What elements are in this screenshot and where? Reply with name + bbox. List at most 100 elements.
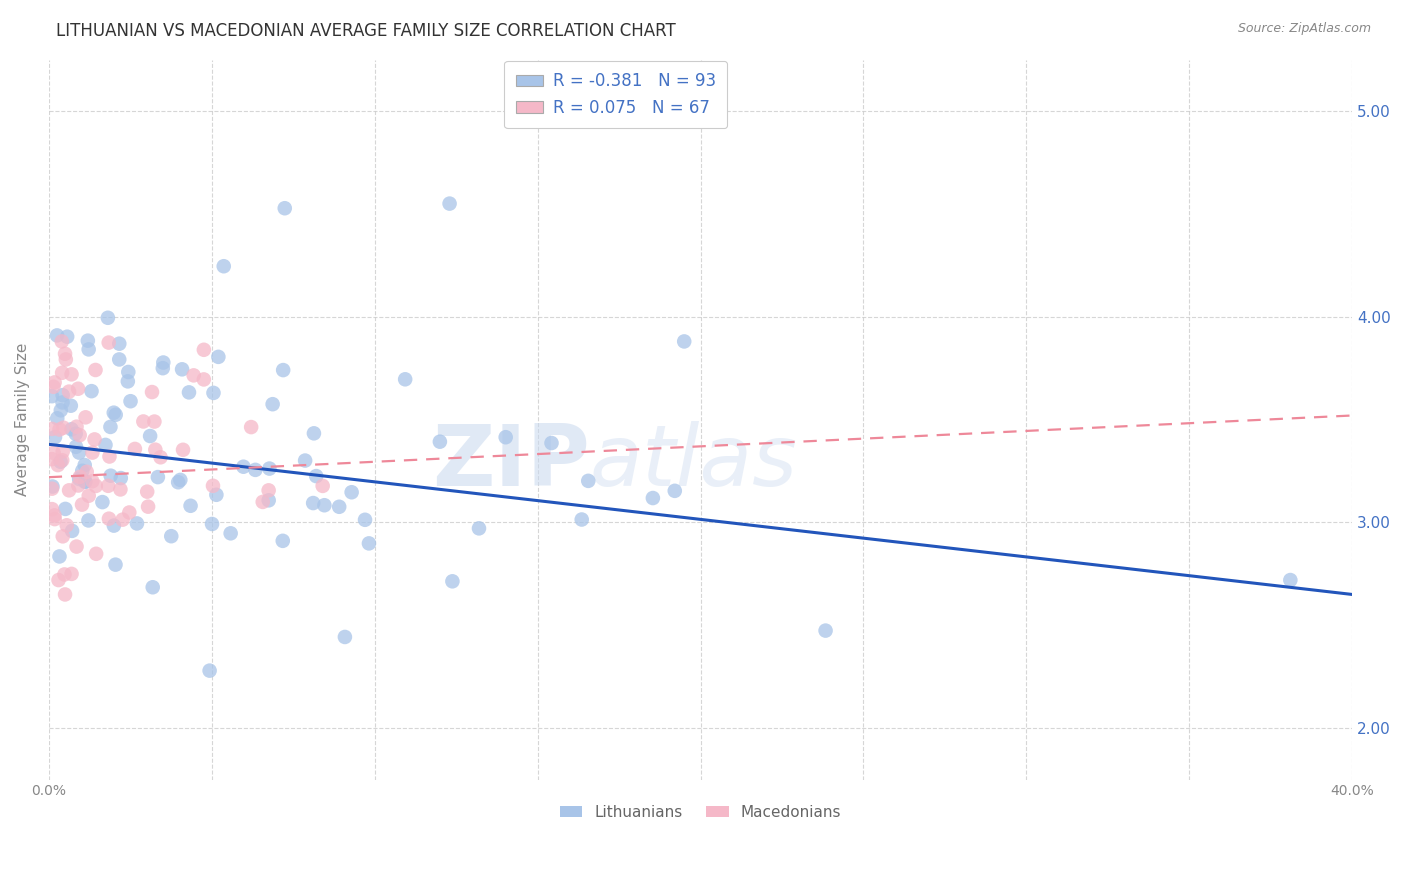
Point — [132, 415, 155, 429]
Point — [53, 347, 76, 361]
Point — [354, 513, 377, 527]
Point — [97, 310, 120, 325]
Point — [75, 410, 97, 425]
Point — [100, 420, 122, 434]
Point — [305, 469, 328, 483]
Point — [55, 518, 77, 533]
Point — [69, 470, 91, 484]
Point — [118, 506, 141, 520]
Point — [136, 484, 159, 499]
Point — [82, 445, 104, 459]
Point — [51, 366, 73, 380]
Point — [97, 479, 120, 493]
Point — [65, 426, 87, 441]
Point — [232, 459, 254, 474]
Point — [75, 475, 97, 489]
Point — [46, 458, 69, 472]
Point — [44, 376, 66, 390]
Point — [312, 479, 335, 493]
Point — [44, 430, 66, 444]
Point — [814, 624, 837, 638]
Point — [259, 461, 281, 475]
Point — [302, 496, 325, 510]
Point — [46, 328, 69, 343]
Point — [97, 511, 120, 525]
Point — [394, 372, 416, 386]
Point — [205, 488, 228, 502]
Point — [69, 428, 91, 442]
Point — [152, 361, 174, 376]
Point — [108, 352, 131, 367]
Point — [55, 352, 77, 367]
Point — [257, 493, 280, 508]
Point — [53, 587, 76, 601]
Point — [58, 384, 80, 399]
Point — [357, 536, 380, 550]
Point — [51, 453, 73, 467]
Point — [67, 445, 90, 459]
Point — [41, 502, 63, 516]
Text: atlas: atlas — [589, 421, 797, 504]
Point — [294, 453, 316, 467]
Point — [143, 415, 166, 429]
Point — [83, 433, 105, 447]
Point — [207, 350, 229, 364]
Point — [271, 363, 294, 377]
Point — [52, 388, 75, 402]
Point — [42, 446, 65, 460]
Point — [77, 489, 100, 503]
Point — [201, 479, 224, 493]
Point — [84, 479, 107, 493]
Point — [49, 455, 72, 469]
Point — [76, 334, 98, 348]
Point — [193, 343, 215, 357]
Point — [314, 498, 336, 512]
Point — [202, 385, 225, 400]
Point — [70, 498, 93, 512]
Point — [141, 385, 163, 400]
Point — [48, 423, 70, 437]
Point — [103, 518, 125, 533]
Point — [1279, 573, 1302, 587]
Point — [429, 434, 451, 449]
Point — [52, 529, 75, 543]
Point — [58, 483, 80, 498]
Point — [67, 478, 90, 492]
Point — [664, 483, 686, 498]
Point — [103, 406, 125, 420]
Point — [212, 259, 235, 273]
Point — [104, 558, 127, 572]
Point — [124, 442, 146, 456]
Point — [67, 472, 90, 486]
Point — [271, 533, 294, 548]
Point — [152, 355, 174, 369]
Point — [219, 526, 242, 541]
Point — [117, 375, 139, 389]
Point — [160, 529, 183, 543]
Point — [41, 452, 63, 467]
Point — [56, 329, 79, 343]
Point — [333, 630, 356, 644]
Point — [65, 440, 87, 454]
Point — [439, 196, 461, 211]
Point — [177, 385, 200, 400]
Point — [136, 500, 159, 514]
Point — [125, 516, 148, 531]
Point — [673, 334, 696, 349]
Point — [41, 479, 63, 493]
Point — [262, 397, 284, 411]
Point — [76, 465, 98, 479]
Point — [495, 430, 517, 444]
Point — [53, 567, 76, 582]
Point — [340, 485, 363, 500]
Point — [41, 482, 63, 496]
Point — [198, 664, 221, 678]
Text: ZIP: ZIP — [432, 421, 589, 504]
Point — [94, 438, 117, 452]
Point — [172, 442, 194, 457]
Point — [51, 334, 73, 349]
Point — [180, 499, 202, 513]
Point — [302, 426, 325, 441]
Point — [257, 483, 280, 498]
Point — [72, 464, 94, 478]
